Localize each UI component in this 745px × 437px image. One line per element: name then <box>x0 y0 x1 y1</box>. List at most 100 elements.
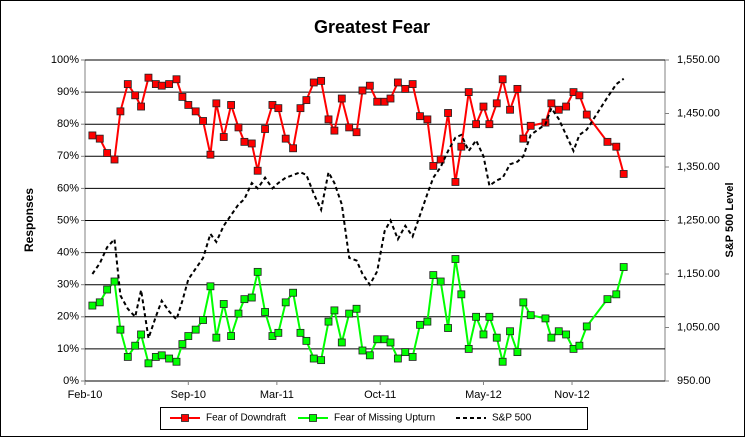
data-point <box>464 344 473 353</box>
data-point <box>253 267 262 276</box>
data-point <box>423 317 432 326</box>
series-line <box>91 77 625 339</box>
data-point <box>240 137 249 146</box>
data-point <box>178 340 187 348</box>
data-point <box>240 295 249 304</box>
data-point <box>172 75 181 84</box>
data-point <box>212 333 221 342</box>
data-point <box>281 298 290 307</box>
legend-swatch-marker <box>181 414 189 422</box>
data-point <box>123 353 132 361</box>
y-tick-label: 20% <box>57 311 79 323</box>
data-point <box>137 102 145 111</box>
data-point <box>274 104 283 113</box>
data-point <box>612 290 621 299</box>
chart-title: Greatest Fear <box>314 17 430 37</box>
y-tick-label: 80% <box>57 118 79 130</box>
y-tick-label: 0% <box>63 375 79 387</box>
data-point <box>144 73 153 82</box>
data-point <box>206 282 215 291</box>
data-point <box>302 336 311 345</box>
y-tick-label: 30% <box>57 279 79 291</box>
data-point <box>492 333 501 342</box>
data-point <box>401 348 410 357</box>
y2-axis-title: S&P 500 Level <box>724 182 736 257</box>
legend-label: Fear of Downdraft <box>206 413 286 424</box>
data-point <box>485 312 494 321</box>
data-point <box>373 97 382 106</box>
data-point <box>178 93 187 101</box>
data-point <box>144 359 153 368</box>
y-tick-label: 40% <box>57 247 79 259</box>
data-point <box>165 80 174 88</box>
data-point <box>457 142 466 151</box>
data-point <box>444 324 452 332</box>
data-point <box>110 155 119 164</box>
y2-tick-label: 950.00 <box>677 375 711 387</box>
data-point <box>352 304 361 313</box>
data-point <box>451 255 460 263</box>
data-point <box>191 325 200 334</box>
legend-box <box>160 407 588 430</box>
data-point <box>289 144 297 153</box>
data-point <box>296 104 305 113</box>
y2-tick-label: 1,150.00 <box>677 268 720 280</box>
x-tick-label: Nov-12 <box>554 389 589 401</box>
data-point <box>352 128 361 137</box>
data-point <box>330 306 339 315</box>
data-point <box>253 166 262 175</box>
data-point <box>408 80 417 88</box>
data-point <box>485 120 494 129</box>
y-tick-label: 10% <box>57 343 79 355</box>
data-point <box>513 348 522 357</box>
data-point <box>234 123 243 132</box>
y-axis-title: Responses <box>22 188 36 252</box>
data-point <box>206 150 215 159</box>
data-point <box>191 107 200 116</box>
data-point <box>131 91 140 100</box>
data-point <box>492 99 501 108</box>
y2-tick-label: 1,450.00 <box>677 107 720 119</box>
data-point <box>582 110 591 119</box>
data-point <box>386 338 395 347</box>
data-point <box>302 96 311 105</box>
data-point <box>547 333 556 342</box>
data-point <box>317 356 326 365</box>
data-point <box>401 84 410 93</box>
y2-tick-label: 1,050.00 <box>677 321 720 333</box>
data-point <box>324 115 333 124</box>
y2-tick-label: 1,250.00 <box>677 214 720 226</box>
data-point <box>479 330 488 339</box>
data-point <box>506 105 514 114</box>
data-point <box>444 109 452 117</box>
x-tick-label: Sep-10 <box>171 389 206 401</box>
data-point <box>498 75 507 84</box>
data-point <box>619 170 628 178</box>
x-tick-label: Feb-10 <box>68 389 103 401</box>
data-point <box>116 325 125 334</box>
y-tick-label: 70% <box>57 150 79 162</box>
y-tick-label: 90% <box>57 86 79 98</box>
data-point <box>373 335 382 344</box>
data-point <box>309 354 318 363</box>
data-point <box>261 308 269 316</box>
data-point <box>123 80 132 88</box>
data-point <box>95 134 104 143</box>
data-point <box>157 81 166 90</box>
data-point <box>526 121 535 130</box>
data-point <box>324 317 333 326</box>
y-tick-label: 100% <box>51 54 79 66</box>
data-point <box>110 277 119 286</box>
data-point <box>274 328 283 337</box>
data-point <box>498 357 507 366</box>
legend-label: S&P 500 <box>492 413 532 424</box>
data-point <box>423 115 432 124</box>
data-point <box>199 117 207 125</box>
data-point <box>513 84 522 93</box>
data-point <box>227 101 236 109</box>
data-point <box>429 162 438 170</box>
data-point <box>429 271 438 279</box>
x-tick-label: Mar-11 <box>260 389 294 401</box>
data-point <box>103 285 112 294</box>
